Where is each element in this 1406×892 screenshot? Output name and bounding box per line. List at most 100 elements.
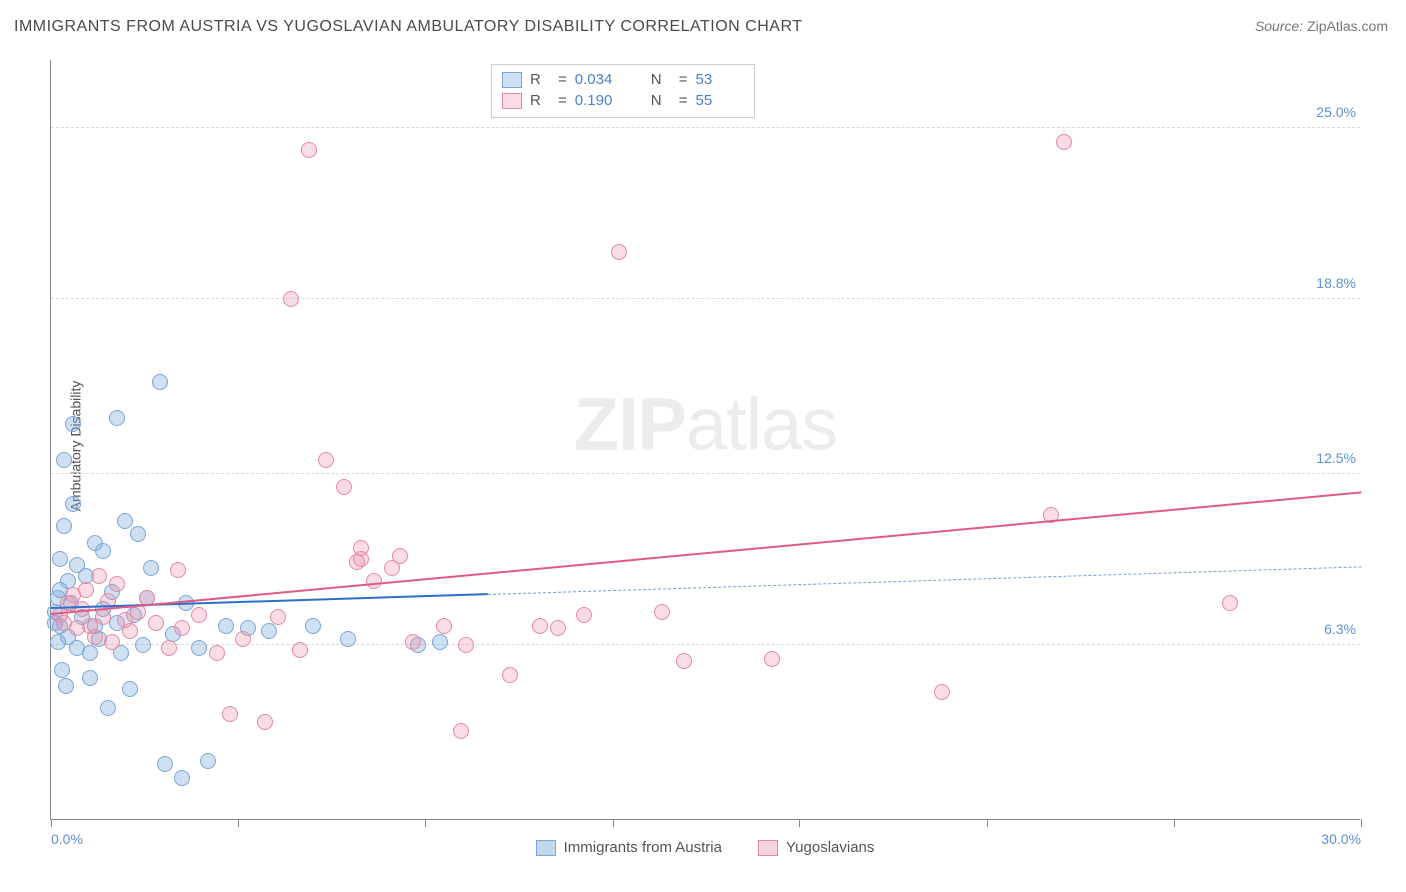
stat-r-label: R [530,71,550,88]
data-point [58,678,74,694]
data-point [340,631,356,647]
data-point [130,526,146,542]
data-point [78,582,94,598]
data-point [405,634,421,650]
data-point [174,770,190,786]
source-value: ZipAtlas.com [1307,18,1388,34]
data-point [934,684,950,700]
gridline [51,127,1360,128]
data-point [95,609,111,625]
y-tick-label: 6.3% [1324,621,1364,637]
data-point [392,548,408,564]
x-tick [425,819,426,827]
data-point [56,518,72,534]
source-attribution: Source: ZipAtlas.com [1255,18,1388,34]
x-tick [238,819,239,827]
data-point [1056,134,1072,150]
y-tick-label: 25.0% [1316,104,1364,120]
data-point [453,723,469,739]
source-label: Source: [1255,18,1307,34]
stat-r-value: 0.190 [575,92,623,109]
data-point [458,637,474,653]
data-point [270,609,286,625]
regression-line [51,491,1361,615]
data-point [170,562,186,578]
stat-n-value: 55 [696,92,744,109]
correlation-stats-box: R=0.034N=53R=0.190N=55 [491,64,755,118]
x-tick [1174,819,1175,827]
data-point [436,618,452,634]
stat-eq: = [558,92,567,109]
data-point [218,618,234,634]
data-point [550,620,566,636]
data-point [257,714,273,730]
data-point [65,496,81,512]
data-point [87,629,103,645]
data-point [676,653,692,669]
data-point [283,291,299,307]
data-point [764,651,780,667]
data-point [122,681,138,697]
data-point [200,753,216,769]
data-point [54,662,70,678]
y-tick-label: 18.8% [1316,275,1364,291]
legend-swatch [502,72,522,88]
legend-swatch [536,840,556,856]
data-point [135,637,151,653]
chart-title: IMMIGRANTS FROM AUSTRIA VS YUGOSLAVIAN A… [14,18,803,36]
data-point [292,642,308,658]
data-point [209,645,225,661]
stat-eq: = [679,92,688,109]
data-point [82,670,98,686]
legend-label: Yugoslavians [786,839,874,856]
series-legend: Immigrants from Austria Yugoslavians [50,839,1360,856]
data-point [336,479,352,495]
data-point [502,667,518,683]
legend-item: Immigrants from Austria [536,839,722,856]
data-point [261,623,277,639]
data-point [56,452,72,468]
data-point [366,573,382,589]
regression-line [488,567,1361,596]
stat-r-value: 0.034 [575,71,623,88]
data-point [1222,595,1238,611]
data-point [122,623,138,639]
data-point [109,576,125,592]
data-point [611,244,627,260]
gridline [51,298,1360,299]
data-point [148,615,164,631]
data-point [576,607,592,623]
data-point [349,554,365,570]
stats-row: R=0.190N=55 [502,90,744,111]
watermark-bold: ZIP [574,383,686,466]
data-point [222,706,238,722]
data-point [91,568,107,584]
data-point [157,756,173,772]
data-point [152,374,168,390]
data-point [82,645,98,661]
gridline [51,473,1360,474]
legend-swatch [502,93,522,109]
stat-n-label: N [651,71,671,88]
data-point [305,618,321,634]
data-point [161,640,177,656]
data-point [65,416,81,432]
legend-label: Immigrants from Austria [564,839,722,856]
x-tick [987,819,988,827]
watermark-rest: atlas [686,383,837,466]
data-point [174,620,190,636]
data-point [235,631,251,647]
data-point [95,543,111,559]
stat-n-value: 53 [696,71,744,88]
data-point [301,142,317,158]
data-point [532,618,548,634]
data-point [432,634,448,650]
data-point [117,513,133,529]
stat-n-label: N [651,92,671,109]
x-tick [613,819,614,827]
watermark: ZIPatlas [574,382,837,467]
data-point [104,634,120,650]
data-point [52,551,68,567]
data-point [109,410,125,426]
data-point [318,452,334,468]
